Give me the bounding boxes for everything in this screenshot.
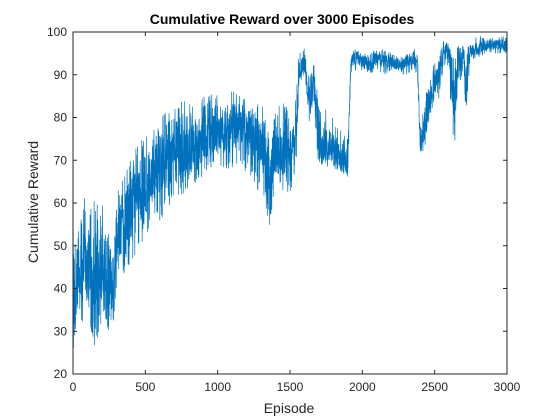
y-tick-label: 60 bbox=[54, 196, 68, 210]
x-tick-label: 3000 bbox=[494, 380, 521, 394]
y-axis-label: Cumulative Reward bbox=[25, 141, 41, 263]
y-tick-label: 90 bbox=[54, 68, 68, 82]
series-layer bbox=[72, 35, 508, 349]
y-tick-label: 30 bbox=[54, 324, 68, 338]
x-tick-label: 0 bbox=[70, 380, 77, 394]
y-tick-label: 80 bbox=[54, 111, 68, 125]
x-tick-label: 500 bbox=[135, 380, 155, 394]
chart-title: Cumulative Reward over 3000 Episodes bbox=[150, 11, 415, 27]
x-axis-label: Episode bbox=[264, 400, 315, 416]
y-tick-label: 20 bbox=[54, 367, 68, 381]
y-tick-label: 70 bbox=[54, 153, 68, 167]
x-axis-ticks: 0 500 1000 1500 2000 2500 3000 bbox=[70, 32, 521, 394]
y-tick-label: 40 bbox=[54, 282, 68, 296]
y-axis-ticks: 20 30 40 50 60 70 80 90 100 bbox=[47, 25, 507, 381]
y-tick-label: 100 bbox=[47, 25, 67, 39]
x-tick-label: 1500 bbox=[277, 380, 304, 394]
x-tick-label: 2000 bbox=[349, 380, 376, 394]
x-tick-label: 2500 bbox=[421, 380, 448, 394]
series-line bbox=[72, 35, 508, 349]
y-tick-label: 50 bbox=[54, 239, 68, 253]
x-tick-label: 1000 bbox=[204, 380, 231, 394]
